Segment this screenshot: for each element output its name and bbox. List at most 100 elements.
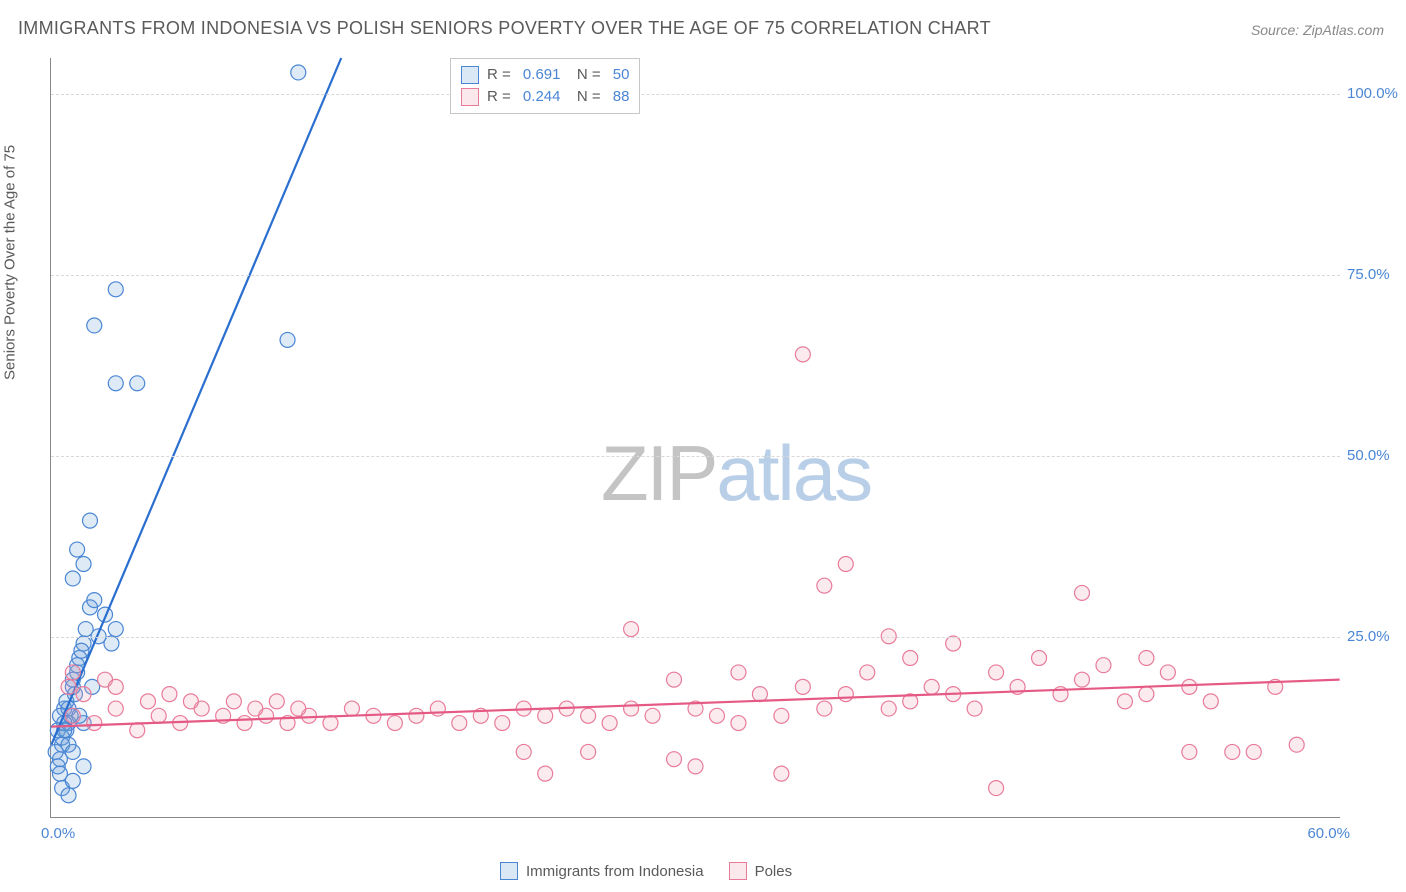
data-point bbox=[1160, 665, 1175, 680]
data-point bbox=[967, 701, 982, 716]
data-point bbox=[61, 788, 76, 803]
data-point bbox=[1182, 679, 1197, 694]
data-point bbox=[989, 665, 1004, 680]
data-point bbox=[291, 65, 306, 80]
data-point bbox=[516, 744, 531, 759]
data-point bbox=[76, 557, 91, 572]
data-point bbox=[104, 636, 119, 651]
trendline bbox=[51, 680, 1339, 727]
data-point bbox=[108, 282, 123, 297]
legend-n-value: 50 bbox=[609, 64, 630, 86]
data-point bbox=[860, 665, 875, 680]
legend-r-label: R = bbox=[487, 86, 511, 108]
data-point bbox=[602, 716, 617, 731]
data-point bbox=[795, 347, 810, 362]
data-point bbox=[989, 781, 1004, 796]
data-point bbox=[1117, 694, 1132, 709]
data-point bbox=[538, 708, 553, 723]
legend-correlation-row: R = 0.244 N = 88 bbox=[461, 86, 629, 108]
chart-title: IMMIGRANTS FROM INDONESIA VS POLISH SENI… bbox=[18, 18, 991, 39]
data-point bbox=[323, 716, 338, 731]
data-point bbox=[624, 622, 639, 637]
data-point bbox=[130, 723, 145, 738]
data-point bbox=[108, 622, 123, 637]
data-point bbox=[52, 766, 67, 781]
legend-swatch bbox=[729, 862, 747, 880]
data-point bbox=[280, 332, 295, 347]
data-point bbox=[65, 571, 80, 586]
data-point bbox=[645, 708, 660, 723]
data-point bbox=[61, 679, 76, 694]
data-point bbox=[1075, 585, 1090, 600]
data-point bbox=[130, 376, 145, 391]
source-attribution: Source: ZipAtlas.com bbox=[1251, 22, 1384, 38]
data-point bbox=[409, 708, 424, 723]
data-point bbox=[731, 665, 746, 680]
data-point bbox=[624, 701, 639, 716]
data-point bbox=[1203, 694, 1218, 709]
data-point bbox=[581, 744, 596, 759]
data-point bbox=[1225, 744, 1240, 759]
legend-r-value: 0.244 bbox=[519, 86, 561, 108]
data-point bbox=[709, 708, 724, 723]
data-point bbox=[774, 708, 789, 723]
y-tick-label: 75.0% bbox=[1347, 266, 1402, 283]
data-point bbox=[269, 694, 284, 709]
data-point bbox=[581, 708, 596, 723]
y-tick-label: 50.0% bbox=[1347, 447, 1402, 464]
legend-swatch bbox=[461, 66, 479, 84]
chart-svg bbox=[51, 58, 1340, 817]
data-point bbox=[140, 694, 155, 709]
data-point bbox=[237, 716, 252, 731]
data-point bbox=[795, 679, 810, 694]
data-point bbox=[924, 679, 939, 694]
data-point bbox=[452, 716, 467, 731]
legend-r-value: 0.691 bbox=[519, 64, 561, 86]
gridline bbox=[51, 275, 1340, 276]
data-point bbox=[1075, 672, 1090, 687]
data-point bbox=[838, 557, 853, 572]
data-point bbox=[1096, 658, 1111, 673]
data-point bbox=[495, 716, 510, 731]
data-point bbox=[226, 694, 241, 709]
data-point bbox=[87, 593, 102, 608]
data-point bbox=[817, 578, 832, 593]
data-point bbox=[731, 716, 746, 731]
data-point bbox=[65, 665, 80, 680]
data-point bbox=[65, 708, 80, 723]
y-tick-label: 100.0% bbox=[1347, 85, 1402, 102]
data-point bbox=[903, 650, 918, 665]
data-point bbox=[70, 542, 85, 557]
data-point bbox=[774, 766, 789, 781]
data-point bbox=[248, 701, 263, 716]
data-point bbox=[183, 694, 198, 709]
x-tick-max: 60.0% bbox=[1307, 825, 1350, 842]
legend-n-label: N = bbox=[568, 86, 600, 108]
data-point bbox=[74, 643, 89, 658]
legend-correlation: R = 0.691 N = 50R = 0.244 N = 88 bbox=[450, 58, 640, 114]
data-point bbox=[108, 376, 123, 391]
data-point bbox=[76, 687, 91, 702]
data-point bbox=[1032, 650, 1047, 665]
data-point bbox=[946, 636, 961, 651]
x-tick-min: 0.0% bbox=[41, 825, 75, 842]
legend-n-label: N = bbox=[568, 64, 600, 86]
data-point bbox=[291, 701, 306, 716]
data-point bbox=[1139, 687, 1154, 702]
data-point bbox=[881, 701, 896, 716]
legend-swatch bbox=[461, 88, 479, 106]
data-point bbox=[387, 716, 402, 731]
legend-correlation-row: R = 0.691 N = 50 bbox=[461, 64, 629, 86]
data-point bbox=[667, 752, 682, 767]
data-point bbox=[61, 737, 76, 752]
legend-series: Immigrants from IndonesiaPoles bbox=[500, 862, 792, 880]
gridline bbox=[51, 94, 1340, 95]
y-tick-label: 25.0% bbox=[1347, 628, 1402, 645]
data-point bbox=[667, 672, 682, 687]
legend-series-item: Poles bbox=[729, 862, 793, 880]
data-point bbox=[108, 679, 123, 694]
gridline bbox=[51, 456, 1340, 457]
data-point bbox=[688, 759, 703, 774]
y-axis-label: Seniors Poverty Over the Age of 75 bbox=[2, 145, 19, 380]
data-point bbox=[87, 716, 102, 731]
